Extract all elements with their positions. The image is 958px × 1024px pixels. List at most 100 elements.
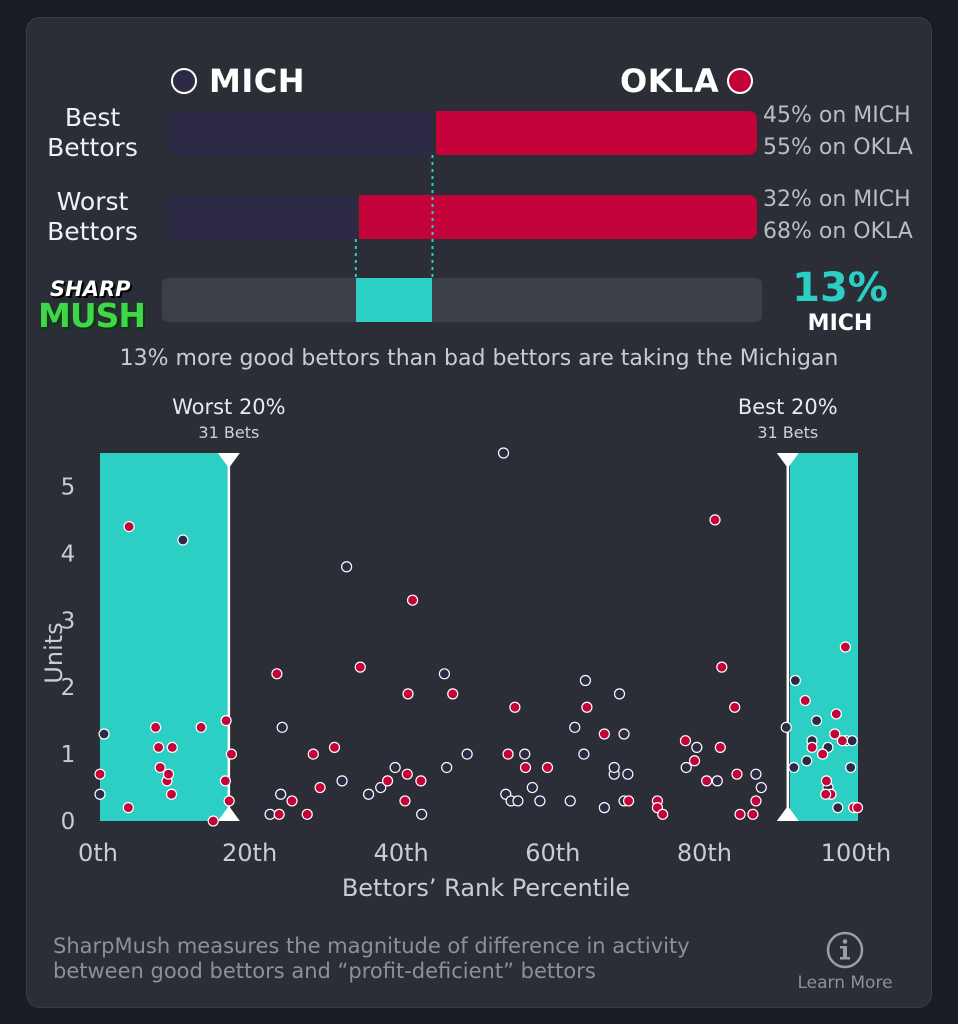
point-mich: [801, 755, 813, 767]
point-mich: [275, 788, 287, 800]
okla-team-label: OKLA: [620, 62, 720, 100]
worst-label-line1: Worst: [56, 187, 129, 216]
best-label-line2: Bettors: [47, 133, 138, 162]
point-mich: [832, 802, 844, 814]
point-mich: [98, 728, 110, 740]
point-okla: [729, 701, 741, 713]
point-okla: [519, 761, 532, 774]
y-tick-label: 5: [61, 474, 76, 500]
mich-color-dot: [171, 68, 197, 94]
x-axis-label: Bettors’ Rank Percentile: [342, 874, 630, 902]
point-okla: [820, 788, 832, 800]
point-mich: [276, 721, 288, 733]
point-okla: [657, 808, 669, 820]
point-mich: [750, 768, 762, 780]
best-mich-segment: [167, 111, 433, 155]
point-mich: [622, 768, 634, 780]
point-okla: [415, 775, 427, 787]
point-okla: [381, 775, 394, 787]
point-mich: [375, 781, 387, 794]
footer-text: SharpMush measures the magnitude of diff…: [53, 934, 690, 984]
region-handle-bottom-1: [776, 806, 799, 821]
point-okla: [734, 808, 746, 820]
y-tick-label: 4: [61, 541, 76, 567]
point-mich: [755, 781, 767, 794]
sharpmush-logo-bottom: MUSH: [38, 296, 146, 335]
point-okla: [581, 701, 593, 713]
point-okla: [165, 788, 178, 800]
point-mich: [608, 761, 620, 774]
point-okla: [301, 808, 313, 820]
point-mich: [579, 674, 591, 687]
point-mich: [177, 534, 189, 546]
sharpmush-logo-top: SHARP: [50, 277, 131, 301]
region-sublabel-1: 31 Bets: [757, 423, 818, 442]
point-okla: [162, 768, 175, 780]
point-okla: [123, 521, 135, 533]
difference-team: MICH: [807, 311, 873, 336]
point-okla: [622, 795, 635, 807]
point-okla: [328, 741, 341, 753]
best-bettors-bar: [167, 111, 757, 155]
worst-label-line2: Bettors: [47, 217, 138, 246]
point-okla: [679, 735, 692, 747]
worst-bettors-label: Worst Bettors: [25, 187, 160, 247]
best-mich-pct: 45% on MICH: [763, 103, 911, 128]
point-okla: [688, 755, 701, 767]
point-mich: [845, 761, 857, 774]
point-mich: [363, 788, 375, 800]
point-mich: [788, 761, 800, 774]
y-axis-label: Units: [40, 622, 68, 683]
x-tick-label: 40th: [374, 839, 429, 867]
point-mich: [512, 795, 524, 807]
learn-more-link[interactable]: Learn More: [797, 973, 893, 993]
point-okla: [829, 728, 841, 740]
point-mich: [618, 728, 630, 740]
point-mich: [598, 802, 610, 814]
point-okla: [502, 748, 514, 760]
point-okla: [406, 594, 419, 606]
point-okla: [219, 775, 231, 787]
y-tick-label: 2: [61, 675, 76, 701]
point-okla: [830, 708, 842, 720]
point-okla: [817, 748, 829, 760]
point-okla: [271, 668, 283, 680]
point-mich: [341, 561, 353, 573]
point-okla: [598, 728, 610, 740]
point-mich: [438, 668, 451, 680]
best-label-line1: Best: [64, 103, 121, 132]
point-okla: [716, 661, 728, 673]
y-tick-label: 0: [61, 809, 76, 835]
point-okla: [122, 802, 134, 814]
point-okla: [541, 761, 554, 774]
region-1: [789, 453, 858, 821]
worst-bettors-bar: [167, 195, 757, 239]
point-mich: [780, 721, 792, 733]
worst-mich-pct: 32% on MICH: [763, 187, 911, 212]
point-mich: [441, 761, 453, 774]
x-tick-label: 0th: [78, 839, 118, 867]
point-mich: [680, 761, 692, 774]
point-okla: [153, 741, 165, 753]
point-mich: [461, 748, 473, 760]
point-okla: [701, 775, 713, 787]
best-bettors-label: Best Bettors: [25, 103, 160, 163]
region-handle-top-1: [776, 453, 799, 468]
point-mich: [519, 748, 531, 760]
point-okla: [402, 688, 414, 700]
point-okla: [94, 768, 106, 780]
point-mich: [569, 721, 581, 733]
point-mich: [389, 761, 401, 774]
region-handle-top-0: [217, 453, 240, 468]
best-bar-separator: [431, 111, 436, 155]
worst-okla-pct: 68% on OKLA: [763, 219, 913, 244]
point-okla: [401, 768, 413, 780]
x-tick-label: 100th: [821, 839, 891, 867]
y-tick-label: 3: [61, 608, 76, 634]
point-mich: [416, 808, 428, 820]
point-mich: [526, 781, 538, 794]
point-okla: [447, 688, 459, 700]
best-percentages: 45% on MICH 55% on OKLA: [763, 100, 913, 164]
point-okla: [747, 808, 759, 820]
info-icon[interactable]: [825, 930, 865, 970]
